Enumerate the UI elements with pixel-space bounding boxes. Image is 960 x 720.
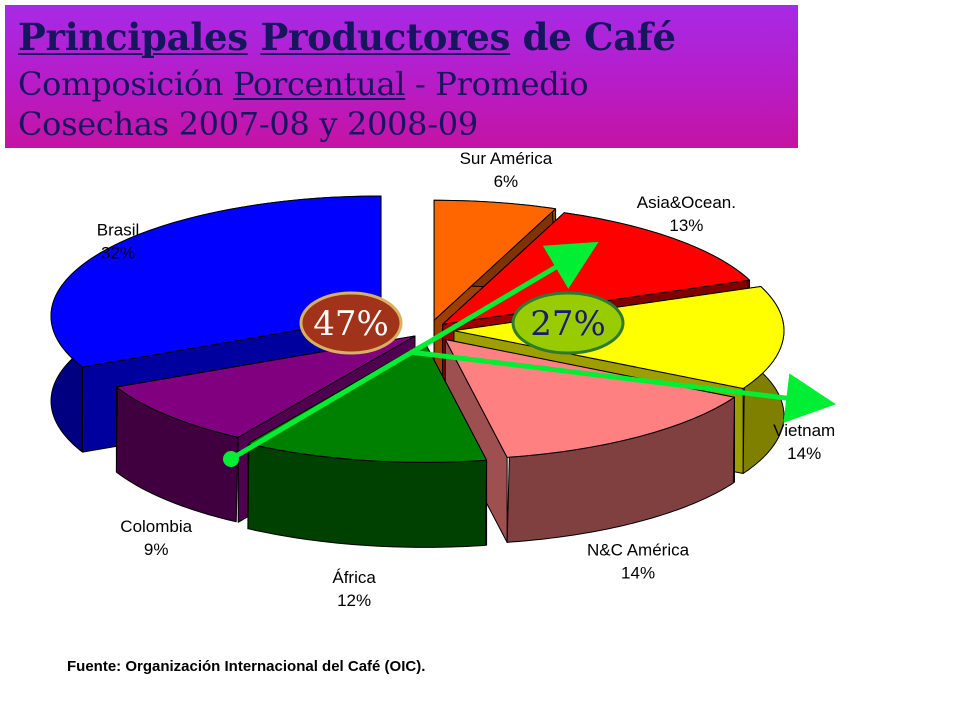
title-line-3: Cosechas 2007-08 y 2008-09 — [18, 105, 478, 143]
slice-labels: Sur América 6% Asia&Ocean. 13% Vietnam 14% N&C… — [97, 149, 835, 610]
annotations: 47% 27% — [223, 241, 836, 467]
title-banner: Principales Productores de Café Composic… — [5, 5, 798, 148]
value-vietnam: 14% — [787, 444, 821, 463]
badge-text: 47% — [313, 304, 389, 344]
slice-colombia — [115, 335, 416, 438]
value-brasil: 32% — [101, 243, 135, 262]
title-line-1: Principales Productores de Café — [18, 15, 676, 59]
label-asia-ocean-: Asia&Ocean. — [637, 193, 736, 212]
label-n-c-am-rica: N&C América — [587, 540, 690, 559]
label-vietnam: Vietnam — [773, 421, 835, 440]
title-line-2: Composición Porcentual - Promedio — [18, 65, 589, 103]
badge-text: 27% — [530, 304, 606, 344]
badge-47-pct: 47% — [299, 291, 403, 355]
subtitle-word-composicion: Composición — [18, 65, 224, 103]
value-n-c-am-rica: 14% — [621, 563, 655, 582]
arrow-origin-dot — [223, 451, 239, 467]
slice-sur-am-rica — [433, 199, 557, 321]
subtitle-word-porcentual: Porcentual — [233, 65, 406, 103]
title-word-de-cafe: de Café — [522, 15, 676, 59]
subtitle-word-promedio: - Promedio — [415, 65, 589, 103]
badge-oval — [511, 291, 625, 355]
value--frica: 12% — [337, 591, 371, 610]
slice-n-c-am-rica — [444, 338, 735, 458]
label-sur-am-rica: Sur América — [460, 149, 553, 168]
label-colombia: Colombia — [120, 517, 192, 536]
value-asia-ocean-: 13% — [669, 216, 703, 235]
label--frica: África — [332, 568, 376, 587]
title-word-principales: Principales — [18, 15, 248, 59]
slice-brasil — [50, 195, 382, 368]
arrow-27 — [409, 349, 836, 423]
label-brasil: Brasil — [97, 220, 140, 239]
value-colombia: 9% — [144, 540, 169, 559]
badge-27-pct: 27% — [511, 291, 625, 355]
value-sur-am-rica: 6% — [494, 172, 519, 191]
badge-oval — [299, 291, 403, 355]
title-word-productores: Productores — [260, 15, 511, 59]
slice-vietnam — [453, 286, 785, 389]
source-note: Fuente: Organización Internacional del C… — [67, 658, 426, 675]
slice--frica — [247, 341, 488, 463]
